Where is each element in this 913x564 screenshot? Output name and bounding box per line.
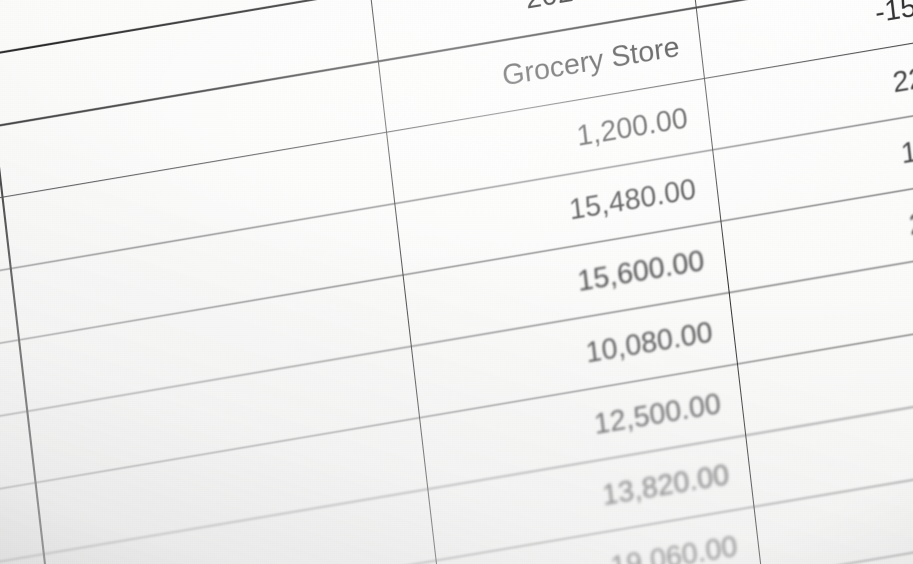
- cell-amount: 15,480.00: [567, 172, 698, 226]
- cell-fee: 465.85: [741, 268, 913, 341]
- cell-fee: -150.00: [873, 0, 913, 29]
- cell-description: Bydants: [0, 472, 228, 562]
- cell-fee: 125.89: [899, 122, 913, 170]
- cell-amount: 15,600.00: [575, 243, 706, 298]
- cell-amount: 1,200.00: [574, 100, 690, 152]
- cell-fee: 225.69: [758, 410, 913, 483]
- cell-amount: 19,060.00: [608, 529, 739, 564]
- cell-description: Cabalaos: [0, 543, 236, 564]
- cell-fee: 229.89: [890, 51, 913, 99]
- cell-amount: 2023-10-01: [392, 0, 673, 35]
- cell-fee: 209.28: [766, 482, 913, 555]
- cell-amount: 13,820.00: [600, 457, 731, 512]
- cell-amount: Grocery Store: [500, 29, 682, 92]
- cell-fee: 209.86: [907, 194, 913, 241]
- cell-fee: 166.56: [774, 553, 913, 564]
- cell-amount: 12,500.00: [592, 386, 723, 440]
- cell-fee: 419.48: [750, 339, 913, 412]
- cell-amount: 10,080.00: [583, 314, 715, 369]
